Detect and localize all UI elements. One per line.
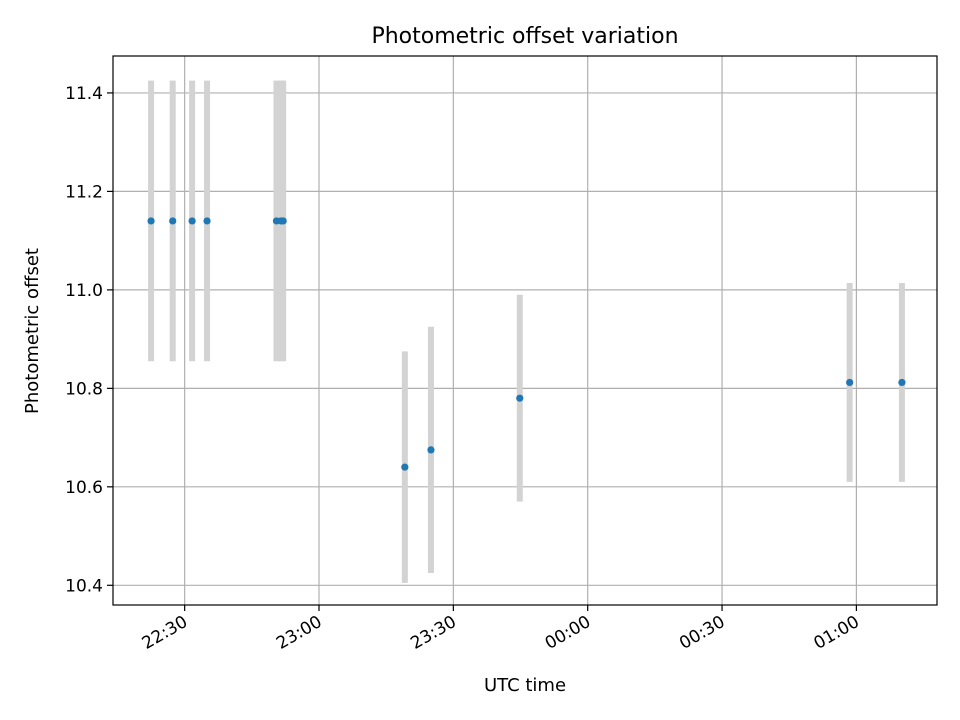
y-tick-label: 10.4 — [65, 576, 103, 596]
data-point — [401, 463, 409, 471]
data-point — [516, 394, 524, 402]
data-point — [169, 217, 177, 225]
chart-title: Photometric offset variation — [371, 24, 678, 49]
data-point — [279, 217, 287, 225]
data-points — [147, 217, 906, 471]
y-axis: 10.4 10.6 10.8 11.0 11.2 11.4 — [65, 84, 113, 596]
data-point — [203, 217, 211, 225]
x-axis-label: UTC time — [484, 675, 566, 696]
data-point — [846, 378, 854, 387]
y-axis-label: Photometric offset — [22, 248, 43, 414]
y-tick-label: 10.8 — [65, 379, 103, 399]
plot-frame — [112, 55, 938, 606]
y-tick-label: 10.6 — [65, 478, 103, 498]
data-point — [188, 217, 196, 225]
data-point — [898, 378, 906, 387]
data-point — [427, 446, 435, 454]
grid — [113, 56, 937, 605]
y-tick-label: 11.4 — [65, 84, 103, 104]
y-tick-label: 11.0 — [65, 281, 103, 301]
data-point — [147, 217, 155, 225]
y-tick-label: 11.2 — [65, 182, 103, 202]
